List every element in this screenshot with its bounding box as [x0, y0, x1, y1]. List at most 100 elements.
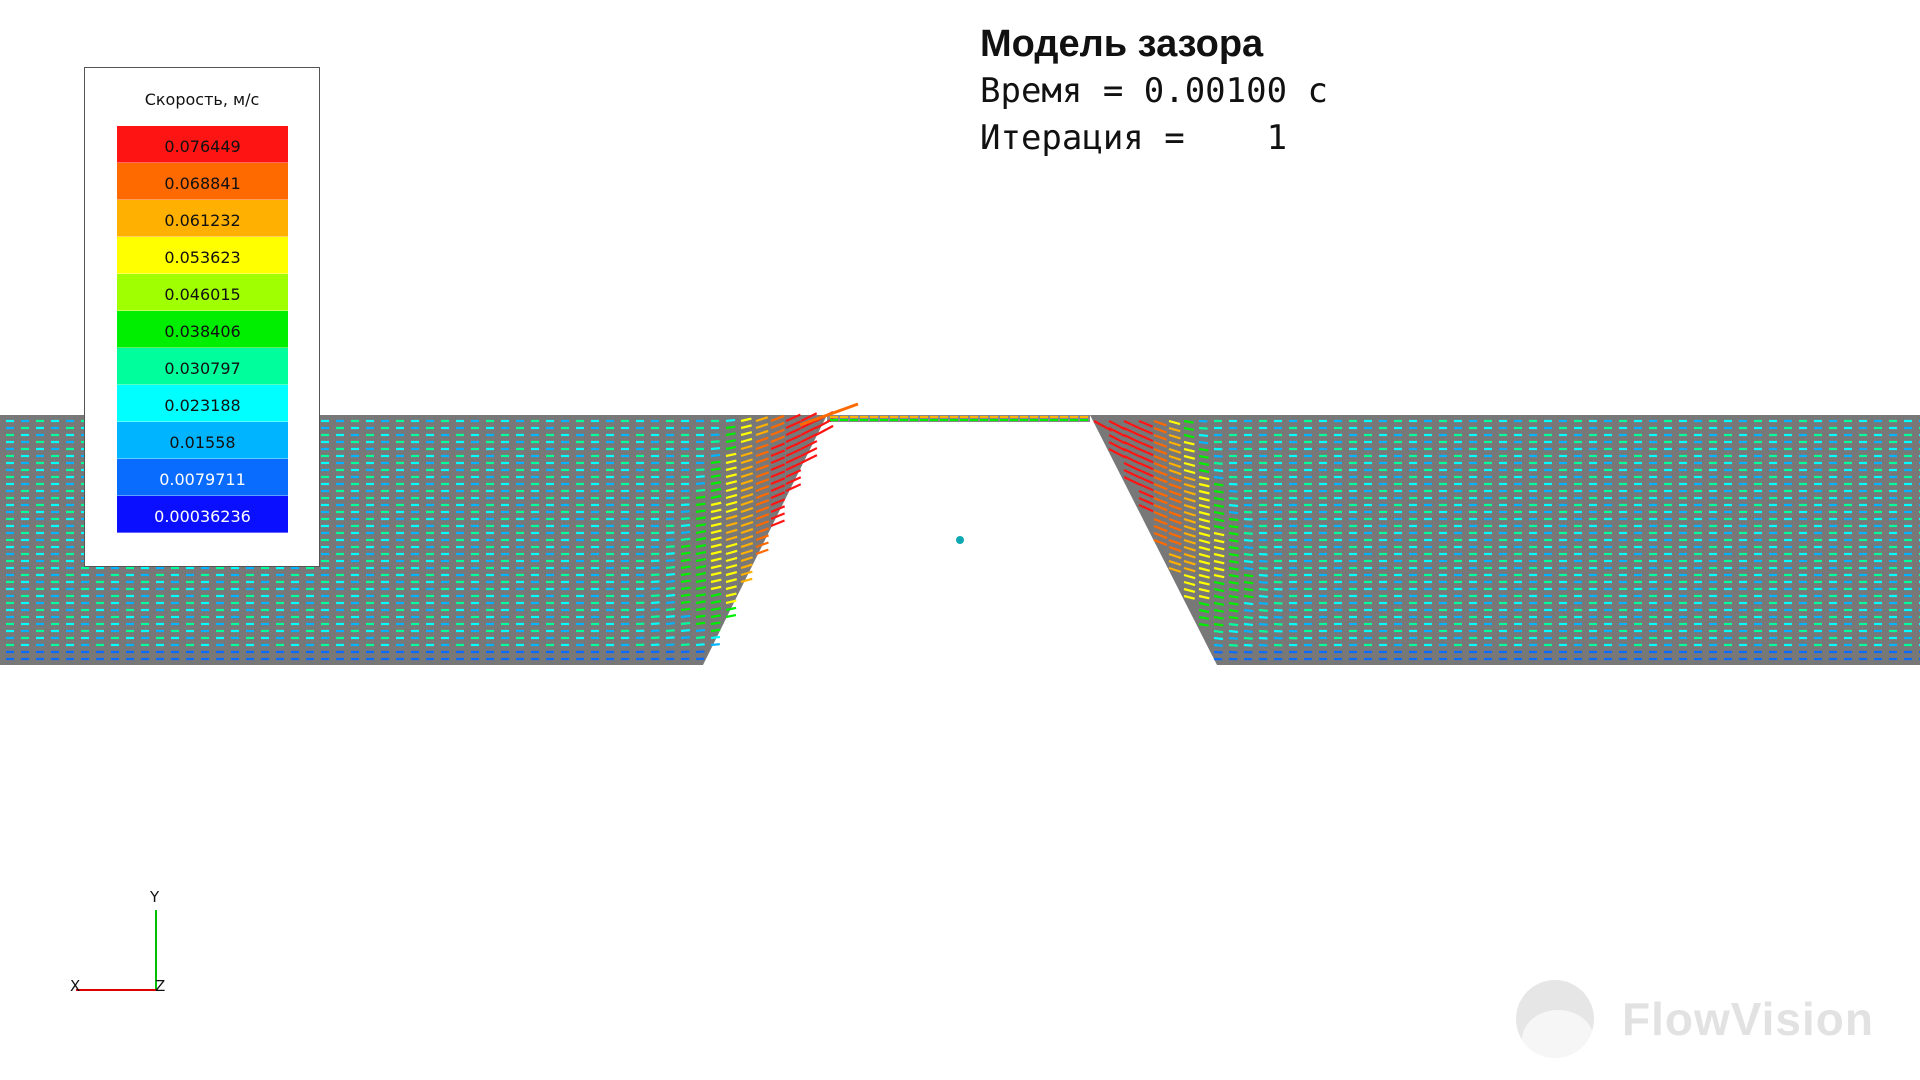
velocity-vector: [740, 479, 754, 486]
velocity-vector: [770, 484, 786, 493]
velocity-vector: [1213, 594, 1225, 600]
velocity-vector: [1258, 629, 1268, 633]
velocity-vector: [740, 535, 754, 542]
velocity-vector: [1198, 468, 1210, 474]
velocity-vector: [755, 534, 769, 542]
velocity-vector: [1198, 489, 1210, 495]
velocity-vector: [1183, 538, 1196, 545]
velocity-vector: [1258, 594, 1268, 598]
velocity-vector: [1213, 573, 1225, 579]
velocity-vector: [710, 487, 722, 493]
velocity-vector: [1183, 587, 1196, 593]
velocity-vector: [725, 439, 737, 444]
velocity-vector: [1138, 496, 1154, 506]
velocity-vector: [1213, 566, 1225, 572]
velocity-vector: [1213, 643, 1223, 647]
velocity-vector: [770, 477, 786, 486]
velocity-vector: [1183, 545, 1196, 552]
velocity-vector: [1258, 559, 1268, 563]
velocity-vector: [1228, 566, 1239, 571]
velocity-vector: [1153, 433, 1168, 441]
velocity-vector: [680, 593, 691, 598]
velocity-vector: [1258, 608, 1268, 612]
velocity-vector: [665, 600, 676, 605]
velocity-vector: [680, 530, 691, 535]
velocity-vector: [725, 514, 738, 521]
velocity-vector: [755, 499, 770, 507]
velocity-vector: [710, 440, 720, 444]
velocity-vector: [1168, 447, 1182, 454]
velocity-vector: [1228, 545, 1239, 550]
velocity-vector: [1228, 601, 1239, 606]
velocity-vector: [680, 636, 690, 640]
velocity-vector: [740, 506, 754, 514]
velocity-vector: [1243, 531, 1253, 535]
velocity-vector: [1183, 510, 1196, 517]
legend-level-3: 0.053623: [117, 237, 288, 274]
velocity-vector: [1168, 552, 1182, 560]
velocity-vector: [785, 483, 802, 493]
velocity-vector: [755, 423, 769, 430]
velocity-vector: [1183, 496, 1196, 503]
velocity-vector: [725, 507, 738, 514]
velocity-vector: [740, 472, 754, 479]
velocity-vector: [1198, 482, 1210, 488]
velocity-vector: [1228, 573, 1239, 578]
velocity-vector: [725, 528, 738, 535]
velocity-vector: [1108, 427, 1126, 438]
velocity-vector: [755, 492, 770, 500]
velocity-vector: [1183, 517, 1196, 524]
velocity-vector: [755, 457, 769, 465]
velocity-vector: [695, 530, 707, 535]
velocity-vector: [1123, 476, 1140, 486]
velocity-vector: [695, 488, 706, 493]
velocity-vector: [1123, 441, 1140, 451]
legend-level-9: 0.0079711: [117, 459, 288, 496]
velocity-vector: [1168, 426, 1181, 433]
velocity-vector: [1213, 510, 1225, 516]
velocity-vector: [1138, 489, 1154, 499]
velocity-vector: [785, 420, 801, 430]
velocity-vector: [1228, 587, 1239, 592]
velocity-vector: [740, 549, 754, 556]
color-legend: Скорость, м/с 0.076449 0.068841 0.061232 0.…: [84, 67, 320, 567]
velocity-vector: [680, 503, 690, 507]
velocity-vector: [740, 444, 753, 451]
velocity-vector: [725, 493, 738, 500]
velocity-vector: [695, 636, 705, 640]
velocity-vector: [1243, 601, 1254, 606]
velocity-vector: [1198, 538, 1211, 544]
velocity-vector: [1198, 559, 1211, 565]
velocity-vector: [1213, 454, 1223, 458]
velocity-vector: [770, 512, 786, 521]
velocity-vector: [1168, 433, 1181, 440]
velocity-vector: [755, 541, 769, 549]
velocity-vector: [1168, 566, 1182, 573]
velocity-vector: [1258, 580, 1268, 584]
velocity-vector: [665, 629, 675, 633]
velocity-vector: [1138, 433, 1154, 442]
velocity-vector: [650, 608, 660, 612]
velocity-vector: [695, 572, 707, 577]
velocity-vector: [755, 520, 770, 528]
probe-point[interactable]: [956, 536, 964, 544]
velocity-vector: [1213, 517, 1225, 523]
velocity-vector: [1153, 426, 1167, 434]
velocity-vector: [1213, 496, 1224, 501]
velocity-vector: [725, 473, 737, 479]
velocity-vector: [1168, 461, 1182, 469]
velocity-vector: [1198, 622, 1209, 627]
velocity-vector: [1258, 587, 1268, 591]
velocity-vector: [1198, 545, 1211, 551]
velocity-vector: [740, 577, 753, 584]
velocity-vector: [680, 629, 690, 633]
velocity-vector: [725, 606, 737, 612]
velocity-vectors-right: [1093, 419, 1920, 661]
legend-level-8: 0.01558: [117, 422, 288, 459]
velocity-vector: [1198, 496, 1210, 502]
velocity-vector: [1198, 433, 1209, 438]
velocity-vector: [1243, 587, 1254, 592]
velocity-vector: [1153, 475, 1168, 484]
velocity-vector: [725, 535, 738, 542]
